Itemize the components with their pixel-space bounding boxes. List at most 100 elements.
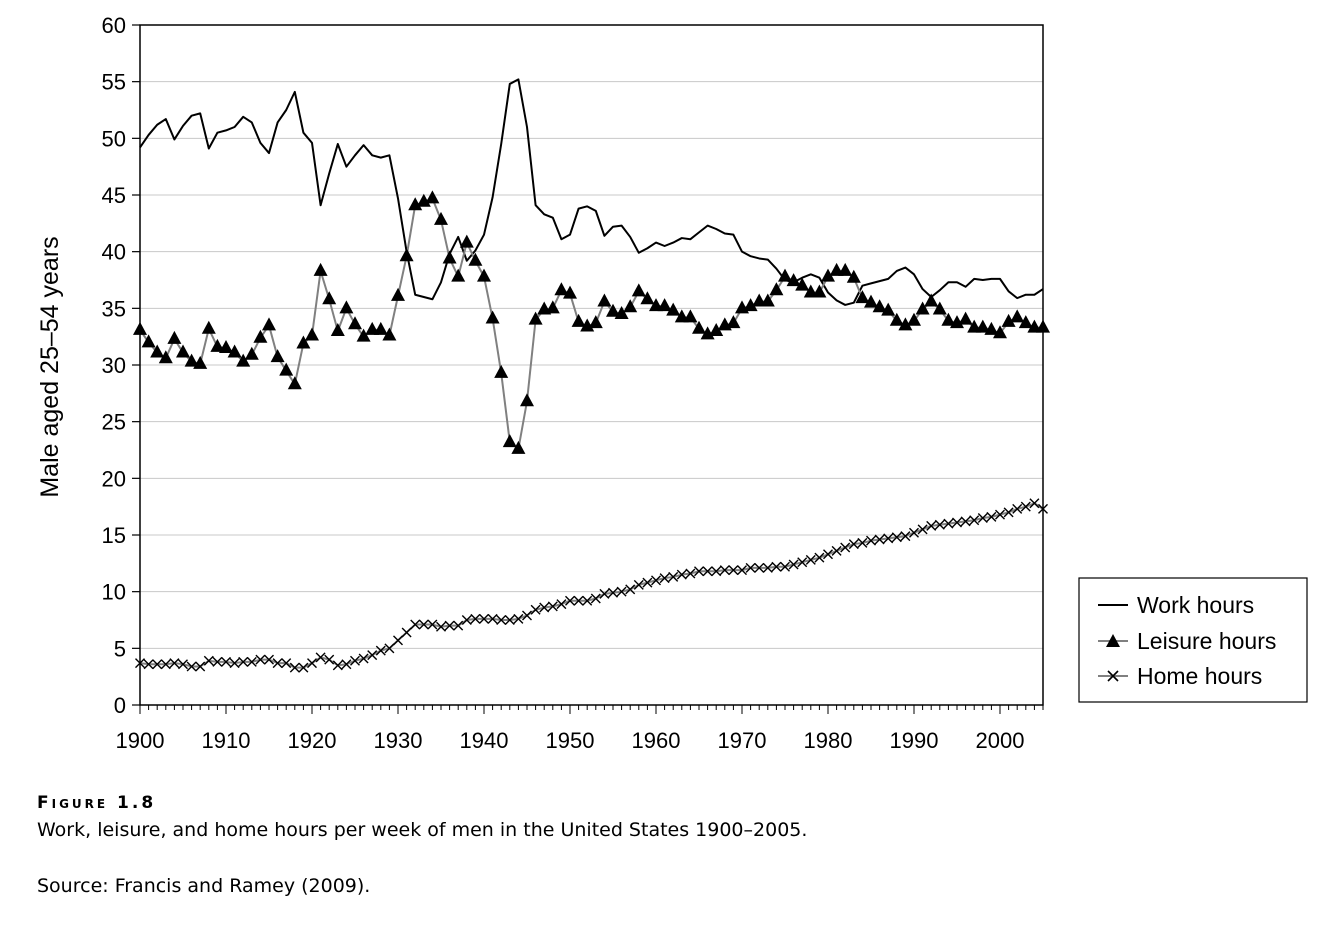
leisure-point [993, 325, 1007, 339]
home-point [582, 595, 593, 606]
leisure-point [296, 335, 311, 349]
leisure-point [227, 344, 242, 358]
figure-caption: Work, leisure, and home hours per week o… [37, 819, 808, 841]
leisure-point [889, 312, 904, 326]
home-point [633, 579, 644, 590]
leisure-point [167, 330, 182, 344]
home-point [917, 524, 928, 535]
legend-label-work: Work hours [1137, 592, 1254, 618]
y-tick-label: 50 [102, 126, 126, 151]
home-point [143, 659, 154, 670]
home-point [289, 662, 300, 673]
leisure-point [1018, 315, 1033, 329]
home-point [436, 621, 446, 632]
leisure-point [399, 248, 414, 262]
y-tick-label: 20 [102, 466, 126, 491]
home-point [246, 656, 257, 667]
legend-label-leisure: Leisure hours [1137, 628, 1276, 654]
home-point [754, 562, 765, 573]
leisure-point [743, 298, 758, 312]
home-point [479, 613, 489, 624]
home-point [780, 561, 790, 572]
home-point [461, 615, 472, 625]
leisure-point [881, 302, 896, 316]
series-work-hours [139, 78, 1044, 306]
home-point [788, 559, 799, 570]
home-point [702, 566, 713, 577]
leisure-point [528, 311, 543, 325]
leisure-point [950, 315, 964, 329]
home-point [470, 613, 481, 624]
chart: 0 5 10 15 20 25 30 35 40 45 50 55 60 1900 1910 1920 193… [36, 13, 1308, 753]
leisure-point [915, 301, 930, 315]
home-point [496, 615, 507, 625]
horizontal-gridlines [140, 81, 1043, 649]
home-point [401, 627, 412, 638]
home-point [909, 527, 919, 538]
leisure-point [141, 334, 156, 348]
home-point [530, 604, 541, 615]
y-tick-label: 45 [102, 183, 126, 208]
figure-label: Figure 1.8 [37, 793, 157, 813]
leisure-point [425, 190, 440, 204]
x-tick-label: 1930 [374, 728, 423, 753]
leisure-point [236, 353, 251, 367]
home-point [556, 599, 567, 610]
x-tick-label: 1990 [890, 728, 939, 753]
home-point [427, 619, 438, 630]
leisure-point [666, 302, 681, 316]
leisure-point [477, 268, 491, 282]
y-tick-label: 40 [102, 240, 126, 265]
home-point [298, 662, 309, 673]
leisure-point [958, 311, 973, 325]
home-point [840, 542, 851, 553]
home-point [238, 656, 249, 667]
home-point [762, 562, 773, 573]
leisure-point [442, 250, 457, 264]
home-point [900, 531, 911, 542]
leisure-point [1001, 313, 1016, 327]
legend: Work hours Leisure hours Home hours [1078, 577, 1308, 703]
home-point [212, 656, 223, 667]
leisure-point [279, 362, 294, 376]
leisure-point [932, 301, 947, 315]
y-tick-label: 15 [102, 523, 126, 548]
home-point [608, 587, 618, 598]
leisure-point [322, 291, 337, 305]
leisure-point [984, 321, 999, 335]
home-point [728, 565, 739, 576]
home-point [599, 588, 610, 599]
leisure-point [872, 299, 887, 313]
y-axis-label: Male aged 25–54 years [36, 236, 64, 497]
leisure-point [726, 315, 741, 329]
home-point [453, 620, 464, 631]
leisure-point [975, 319, 990, 333]
home-point [1003, 507, 1014, 518]
home-point [487, 613, 498, 624]
leisure-point [580, 318, 595, 332]
leisure-point [494, 364, 509, 378]
leisure-point [588, 315, 603, 329]
y-tick-label: 30 [102, 353, 126, 378]
series-layer [133, 78, 1050, 673]
home-point [307, 658, 317, 669]
leisure-point [511, 440, 526, 454]
home-point [848, 539, 859, 550]
legend-cross-icon [1107, 670, 1119, 682]
leisure-point [846, 269, 861, 283]
leisure-point [640, 291, 655, 305]
home-point [719, 565, 730, 576]
x-tick-label: 2000 [976, 728, 1025, 753]
home-point [823, 549, 833, 560]
home-point [539, 602, 550, 613]
leisure-point [614, 306, 629, 319]
leisure-point [201, 320, 216, 334]
leisure-point [468, 252, 483, 266]
leisure-point [330, 323, 345, 336]
home-point [410, 619, 421, 630]
series-leisure-hours [133, 190, 1050, 454]
home-point [891, 532, 902, 543]
home-point [573, 595, 584, 606]
leisure-point [158, 350, 173, 364]
home-point [281, 658, 292, 669]
